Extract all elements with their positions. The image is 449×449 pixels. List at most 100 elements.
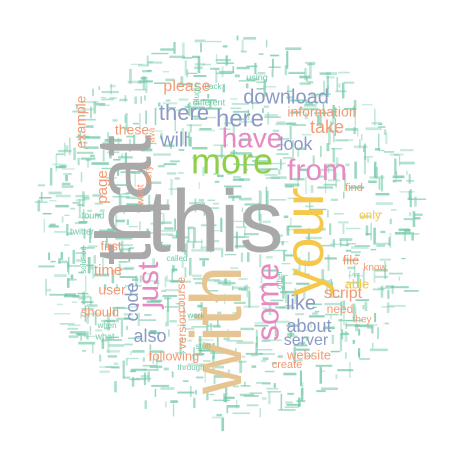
texture-mark (309, 321, 312, 328)
texture-mark (170, 178, 173, 196)
texture-mark (201, 317, 219, 320)
texture-mark (133, 134, 136, 147)
texture-mark (203, 203, 206, 217)
texture-mark (53, 231, 66, 233)
texture-mark (267, 112, 270, 125)
texture-mark (339, 238, 353, 241)
texture-mark (231, 103, 249, 105)
texture-mark (235, 236, 246, 238)
texture-mark (286, 122, 297, 125)
texture-mark (193, 118, 208, 120)
texture-mark (307, 81, 314, 84)
texture-mark (388, 304, 406, 308)
texture-mark (75, 333, 82, 335)
texture-mark (166, 199, 169, 206)
texture-mark (108, 344, 125, 347)
texture-mark (115, 211, 118, 227)
texture-mark (171, 371, 174, 378)
texture-mark (352, 303, 356, 322)
texture-mark (271, 234, 283, 237)
texture-mark (95, 329, 103, 332)
texture-mark (239, 138, 252, 142)
texture-mark (259, 285, 267, 289)
texture-mark (185, 327, 195, 330)
texture-mark (306, 336, 308, 341)
texture-mark (379, 258, 391, 261)
texture-mark (82, 147, 89, 149)
texture-mark (234, 74, 240, 78)
texture-mark (398, 276, 400, 281)
texture-mark (64, 142, 66, 157)
texture-mark (98, 104, 110, 107)
texture-mark (194, 39, 206, 43)
cloud-word-this: this (147, 171, 284, 270)
texture-mark (328, 128, 331, 145)
texture-mark (377, 133, 380, 151)
texture-mark (168, 234, 184, 237)
texture-mark (209, 229, 220, 232)
texture-mark (403, 218, 413, 221)
texture-mark (321, 387, 338, 391)
texture-mark (352, 339, 356, 344)
texture-mark (221, 249, 224, 258)
cloud-word-download: download (243, 86, 329, 108)
texture-mark (186, 240, 188, 257)
texture-mark (187, 131, 191, 146)
texture-mark (84, 305, 87, 322)
texture-mark (117, 167, 120, 176)
texture-mark (298, 341, 306, 345)
texture-mark (287, 392, 294, 395)
texture-mark (344, 81, 355, 84)
texture-mark (251, 365, 257, 368)
texture-mark (69, 331, 86, 334)
texture-mark (71, 301, 78, 304)
texture-mark (118, 263, 121, 276)
texture-mark (105, 237, 108, 248)
texture-mark (285, 254, 297, 257)
texture-mark (187, 72, 198, 74)
texture-mark (93, 101, 97, 114)
texture-mark (107, 151, 120, 154)
cloud-word-there: there (159, 100, 209, 125)
texture-mark (138, 80, 153, 83)
texture-mark (164, 277, 167, 288)
texture-mark (321, 168, 336, 172)
texture-mark (359, 358, 370, 360)
texture-mark (121, 153, 124, 159)
texture-mark (70, 274, 74, 280)
texture-mark (154, 107, 157, 126)
texture-mark (265, 186, 268, 205)
texture-mark (223, 185, 242, 188)
texture-mark (305, 355, 313, 358)
texture-mark (292, 140, 294, 158)
texture-mark (111, 269, 115, 284)
texture-mark (349, 270, 351, 279)
texture-mark (177, 391, 195, 394)
texture-mark (99, 370, 110, 373)
texture-mark (39, 197, 52, 199)
texture-mark (401, 257, 406, 260)
texture-mark (227, 329, 230, 338)
texture-mark (299, 75, 311, 79)
texture-mark (372, 342, 374, 349)
texture-mark (58, 260, 68, 264)
texture-mark (246, 404, 259, 407)
texture-mark (114, 381, 117, 393)
texture-mark (268, 302, 272, 316)
texture-mark (367, 157, 369, 163)
texture-mark (148, 331, 160, 334)
texture-mark (239, 178, 251, 181)
texture-mark (171, 268, 178, 272)
texture-mark (232, 175, 241, 178)
texture-mark (193, 75, 207, 77)
texture-mark (358, 328, 361, 336)
texture-mark (271, 68, 274, 78)
texture-mark (374, 108, 376, 126)
texture-mark (61, 182, 71, 185)
texture-mark (219, 128, 231, 130)
texture-mark (344, 330, 348, 343)
texture-mark (123, 376, 131, 379)
texture-mark (296, 177, 299, 187)
texture-mark (187, 228, 190, 243)
texture-mark (409, 189, 412, 208)
